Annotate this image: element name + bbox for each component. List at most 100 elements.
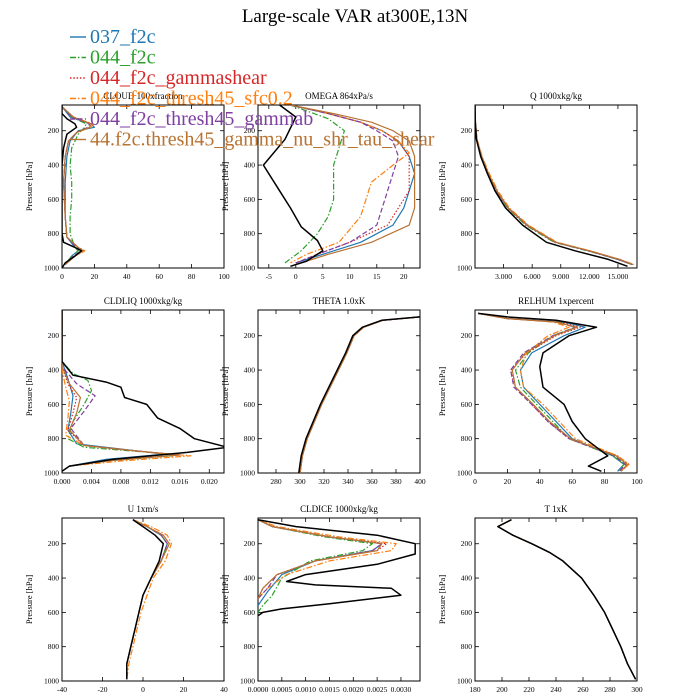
- x-tick-label: 0.0005: [272, 685, 293, 694]
- x-tick-label: 10: [346, 272, 354, 281]
- y-tick-label: 400: [461, 574, 473, 583]
- series-line-044-f2c-thresh45-sfc0-2: [258, 519, 397, 600]
- series-line-044-f2c-thresh45-gammab: [290, 105, 399, 264]
- series-line-044-f2c-thresh45-sfc0-2: [62, 310, 192, 467]
- x-tick-label: 0.0015: [319, 685, 340, 694]
- series-line-obs: [497, 519, 637, 680]
- x-tick-label: 0.020: [201, 477, 218, 486]
- y-axis-label: Pressure [hPa]: [220, 162, 230, 212]
- x-tick-label: 0.0020: [343, 685, 364, 694]
- x-tick-label: 380: [390, 477, 402, 486]
- x-tick-label: 40: [123, 272, 131, 281]
- series-line-044-f2c-thresh45-gammab: [126, 519, 168, 680]
- x-tick-label: 6.000: [524, 272, 541, 281]
- series-line-044-f2c: [299, 316, 420, 473]
- y-tick-label: 200: [48, 126, 60, 135]
- y-axis-label: Pressure [hPa]: [24, 162, 34, 212]
- series-line-044-f2c: [62, 106, 87, 265]
- y-tick-label: 600: [48, 400, 60, 409]
- series-line-obs: [126, 519, 165, 680]
- y-tick-label: 800: [48, 434, 60, 443]
- y-tick-label: 800: [244, 434, 256, 443]
- x-tick-label: 400: [414, 477, 426, 486]
- series-line-obs: [478, 312, 609, 472]
- series-line-044-f2c: [497, 519, 637, 680]
- panel-title: THETA 1.0xK: [313, 296, 366, 306]
- y-tick-label: 400: [461, 161, 473, 170]
- x-tick-label: 0.0025: [367, 685, 388, 694]
- panel-title: Q 1000xkg/kg: [530, 91, 582, 101]
- y-tick-label: 400: [244, 366, 256, 375]
- y-axis-label: Pressure [hPa]: [24, 367, 34, 417]
- x-tick-label: 0: [294, 272, 298, 281]
- series-line-037-f2c: [258, 519, 383, 606]
- y-tick-label: 1000: [240, 264, 255, 273]
- panel-title: OMEGA 864xPa/s: [305, 91, 373, 101]
- series-line-44-f2c-thresh45-gamma-nu-shr-tau-shear: [62, 310, 181, 467]
- series-line-044-f2c-thresh45-sfc0-2: [62, 106, 94, 266]
- x-tick-label: -20: [98, 685, 108, 694]
- panel-frame: [257, 517, 421, 682]
- y-tick-label: 800: [48, 229, 60, 238]
- x-tick-label: 300: [294, 477, 306, 486]
- legend-entry: 044_f2c_gammashear: [90, 67, 267, 89]
- series-line-44-f2c-thresh45-gamma-nu-shr-tau-shear: [258, 519, 383, 599]
- series-line-044-f2c-thresh45-sfc0-2: [299, 316, 420, 473]
- y-tick-label: 800: [461, 642, 473, 651]
- series-line-obs: [62, 310, 224, 472]
- panel-title: U 1xm/s: [128, 504, 159, 514]
- y-tick-label: 600: [48, 608, 60, 617]
- x-tick-label: 80: [601, 477, 609, 486]
- y-tick-label: 1000: [240, 677, 255, 686]
- series-line-44-f2c-thresh45-gamma-nu-shr-tau-shear: [299, 316, 420, 473]
- series-line-obs: [258, 518, 416, 617]
- y-tick-label: 400: [48, 366, 60, 375]
- x-tick-label: 20: [180, 685, 188, 694]
- legend-entry: 037_f2c: [90, 26, 156, 48]
- x-tick-label: 280: [270, 477, 282, 486]
- y-tick-label: 1000: [457, 264, 472, 273]
- y-tick-label: 600: [48, 195, 60, 204]
- x-tick-label: 360: [366, 477, 378, 486]
- panel-title: T 1xK: [544, 504, 568, 514]
- x-tick-label: 15: [373, 272, 381, 281]
- y-tick-label: 800: [244, 642, 256, 651]
- x-tick-label: -5: [266, 272, 272, 281]
- y-tick-label: 400: [461, 366, 473, 375]
- panel-title: RELHUM 1xpercent: [518, 296, 594, 306]
- series-line-037-f2c: [299, 316, 420, 473]
- panel-title: CLDICE 1000xkg/kg: [300, 504, 378, 514]
- series-line-037-f2c: [497, 519, 637, 680]
- series-line-044-f2c-thresh45-gammab: [497, 519, 637, 680]
- panel-5: THETA 1.0xK Pressure [hPa] 200 400 600 800 100…: [220, 296, 426, 486]
- series-line-044-f2c-thresh45-gammab: [258, 519, 383, 600]
- y-tick-label: 1000: [240, 469, 255, 478]
- y-tick-label: 600: [244, 195, 256, 204]
- x-tick-label: 80: [188, 272, 196, 281]
- panel-8: CLDICE 1000xkg/kg Pressure [hPa] 200 400 600…: [220, 504, 421, 694]
- legend-entry: 044_f2c_thresh45_sfc0.2: [90, 88, 293, 110]
- panel-3: Q 1000xkg/kg Pressure [hPa] 200 400 600 800 10…: [437, 91, 638, 281]
- series-line-044-f2c-gammashear: [497, 519, 637, 680]
- x-tick-label: 0.008: [112, 477, 129, 486]
- y-tick-label: 800: [48, 642, 60, 651]
- x-tick-label: 180: [469, 685, 481, 694]
- series-line-037-f2c: [62, 310, 166, 467]
- x-tick-label: 220: [523, 685, 535, 694]
- y-axis-label: Pressure [hPa]: [24, 575, 34, 625]
- x-tick-label: 0: [473, 477, 477, 486]
- y-axis-label: Pressure [hPa]: [437, 162, 447, 212]
- legend-entry: 044_f2c: [90, 47, 156, 69]
- y-tick-label: 200: [244, 539, 256, 548]
- x-tick-label: 100: [631, 477, 643, 486]
- y-tick-label: 200: [461, 126, 473, 135]
- y-tick-label: 1000: [457, 469, 472, 478]
- panel-frame: [61, 309, 225, 474]
- x-tick-label: 15.000: [608, 272, 629, 281]
